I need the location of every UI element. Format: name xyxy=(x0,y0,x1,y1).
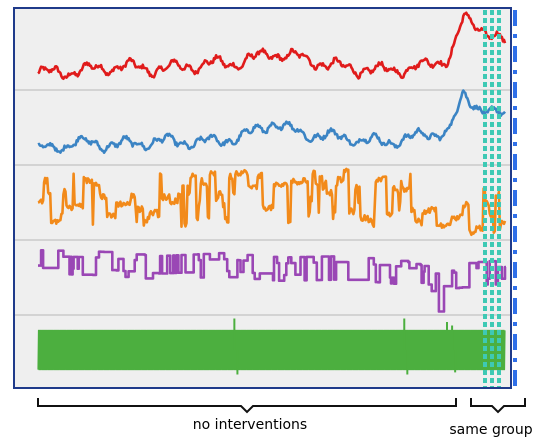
series-group xyxy=(37,11,507,375)
same-group-highlight xyxy=(483,10,501,388)
row-dividers xyxy=(14,89,511,316)
brace-no-interventions xyxy=(37,398,457,414)
series-line-4 xyxy=(37,249,507,313)
series-line-3 xyxy=(37,167,507,237)
caption-no-interventions: no interventions xyxy=(192,417,308,433)
series-line-2 xyxy=(37,89,506,154)
series-line-5 xyxy=(37,329,506,371)
chart-frame xyxy=(13,7,512,389)
caption-same-group: same group xyxy=(449,422,533,438)
series-line-1 xyxy=(37,11,507,80)
brace-same-group xyxy=(470,398,526,414)
